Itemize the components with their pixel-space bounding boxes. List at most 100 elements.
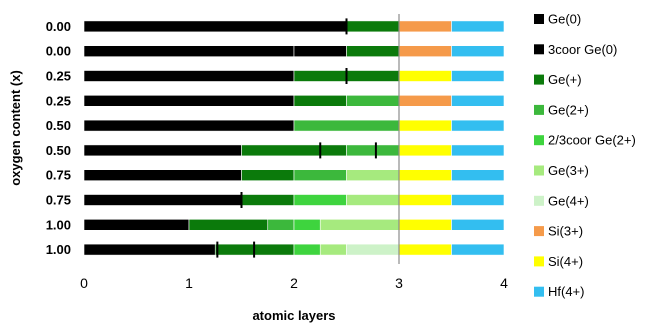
legend-label: 2/3coor Ge(2+)	[548, 133, 636, 148]
bar-segment-ge	[241, 144, 347, 157]
x-tick-labels: 0 1 2 3 4	[80, 275, 508, 291]
bar-segment-ge	[293, 95, 347, 107]
bar-segment-si-4	[398, 169, 452, 181]
bar-segment-hf-4	[451, 70, 505, 82]
legend-item-ge-2: Ge(2+)	[534, 102, 589, 117]
bar-segment-si-3	[398, 45, 452, 58]
bar-segment-si-4	[398, 119, 452, 132]
bar-segment-ge-2	[346, 144, 400, 157]
bar-segment-hf-4	[451, 243, 505, 256]
bar-segment-3coor-ge-0	[293, 45, 347, 58]
bar-segment-hf-4	[451, 144, 505, 157]
bar-segment-si-4	[398, 144, 452, 157]
bar-segment-ge-0	[83, 144, 242, 157]
legend-label: Si(4+)	[548, 254, 583, 269]
bar-segment-ge-3	[346, 194, 400, 206]
bar-segment-hf-4	[451, 20, 505, 33]
bar-segment-hf-4	[451, 194, 505, 206]
legend-swatch	[534, 286, 544, 297]
bar-segment-ge-3	[346, 169, 400, 181]
bar-segment-ge	[241, 169, 295, 181]
y-tick-label: 1.00	[46, 242, 71, 257]
legend-item-3coor-ge-0: 3coor Ge(0)	[534, 42, 617, 57]
bar-segment-ge-0	[83, 45, 295, 58]
bar-segment-ge-0	[83, 70, 295, 82]
legend-item-si-4: Si(4+)	[534, 254, 583, 269]
legend-swatch	[534, 14, 544, 24]
bar-segment-hf-4	[451, 169, 505, 181]
bar-segment-ge-0	[83, 119, 295, 132]
legend-label: Ge(+)	[548, 72, 582, 87]
x-tick-label: 0	[80, 275, 88, 291]
markers-group	[216, 18, 377, 258]
bar-segment-ge-4	[346, 243, 400, 256]
bar-segment-ge-0	[83, 20, 347, 33]
bar-segment-hf-4	[451, 219, 505, 231]
bar-segment-si-3	[398, 95, 452, 107]
legend-label: Ge(0)	[548, 12, 581, 27]
legend-item-2-3coor-ge-2: 2/3coor Ge(2+)	[534, 133, 636, 148]
bar-segment-ge-3	[319, 243, 347, 256]
bar-segment-hf-4	[451, 95, 505, 107]
x-tick-label: 2	[290, 275, 298, 291]
x-tick-label: 1	[185, 275, 193, 291]
bar-segment-ge-0	[83, 194, 242, 206]
bar-segment-ge	[241, 194, 295, 206]
bar-segment-ge	[346, 45, 400, 58]
legend-swatch	[534, 226, 544, 237]
legend-label: Ge(3+)	[548, 163, 589, 178]
legend-label: Ge(4+)	[548, 193, 589, 208]
bar-segment-hf-4	[451, 45, 505, 58]
legend-label: 3coor Ge(0)	[548, 42, 617, 57]
legend-label: Si(3+)	[548, 224, 583, 239]
x-tick-label: 4	[500, 275, 508, 291]
bar-segment-si-4	[398, 243, 452, 256]
y-tick-label: 0.00	[46, 44, 71, 59]
legend-swatch	[534, 44, 544, 55]
bar-segment-ge-2	[293, 169, 347, 181]
bar-segment-2-3coor-ge-2	[293, 219, 321, 231]
bar-segment-ge-2	[346, 95, 400, 107]
bar-segment-si-3	[398, 20, 452, 33]
legend-swatch	[534, 256, 544, 267]
legend: Ge(0) 3coor Ge(0) Ge(+) Ge(2+) 2/3coor Ge(2+…	[534, 12, 636, 299]
bar-segment-ge	[188, 219, 269, 231]
x-tick-label: 3	[395, 275, 403, 291]
legend-item-ge-4: Ge(4+)	[534, 193, 589, 208]
bar-segment-ge-0	[83, 95, 295, 107]
y-tick-label: 0.75	[46, 168, 71, 183]
bar-segment-ge-0	[83, 169, 242, 181]
y-tick-label: 0.50	[46, 118, 71, 133]
y-tick-label: 0.50	[46, 143, 71, 158]
legend-item-hf-4: Hf(4+)	[534, 284, 584, 299]
bar-segment-si-4	[398, 70, 452, 82]
bar-segment-ge-2	[267, 219, 295, 231]
bar-segment-ge-0	[83, 243, 216, 256]
legend-label: Ge(2+)	[548, 102, 589, 117]
legend-swatch	[534, 74, 544, 85]
y-tick-labels: 0.00 0.00 0.25 0.25 0.50 0.50 0.75 0.75 1.00 1.00	[46, 19, 71, 257]
bar-segment-si-4	[398, 219, 452, 231]
bar-segment-2-3coor-ge-2	[293, 194, 347, 206]
bar-segment-hf-4	[451, 119, 505, 132]
legend-label: Hf(4+)	[548, 284, 584, 299]
bar-segment-si-4	[398, 194, 452, 206]
legend-swatch	[534, 135, 544, 146]
legend-item-si-3: Si(3+)	[534, 224, 583, 239]
y-tick-label: 1.00	[46, 217, 71, 232]
bar-segment-ge	[346, 20, 400, 33]
bar-segment-ge-3	[319, 219, 400, 231]
y-tick-label: 0.25	[46, 93, 71, 108]
y-axis-title: oxygen content (x)	[8, 70, 23, 186]
y-tick-label: 0.25	[46, 69, 71, 84]
legend-swatch	[534, 104, 544, 115]
legend-item-ge: Ge(+)	[534, 72, 582, 87]
legend-item-ge-0: Ge(0)	[534, 12, 581, 27]
legend-swatch	[534, 195, 544, 206]
x-axis-title: atomic layers	[252, 308, 335, 323]
bar-segment-ge-0	[83, 219, 190, 231]
bar-segment-ge-2	[293, 119, 400, 132]
bars-group	[83, 20, 505, 256]
y-tick-label: 0.75	[46, 193, 71, 208]
